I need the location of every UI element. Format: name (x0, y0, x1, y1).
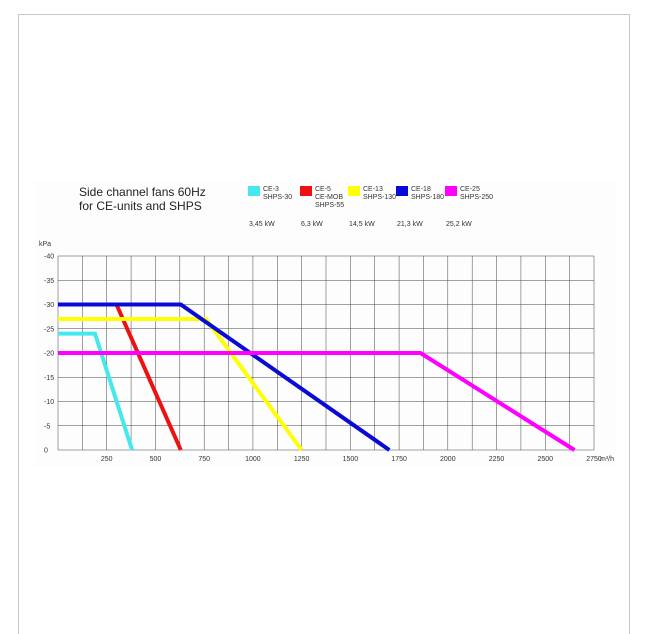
legend-label: CE-18 (411, 186, 431, 193)
x-tick-label: 1000 (245, 456, 261, 463)
y-tick-label: -25 (44, 326, 54, 333)
y-tick-label: 0 (44, 448, 48, 455)
x-tick-label: 2750 (586, 456, 602, 463)
legend-label: CE-5 (315, 186, 331, 193)
chart-panel: Side channel fans 60Hz for CE-units and … (35, 180, 615, 468)
legend-label: SHPS-55 (315, 202, 344, 209)
legend-label: CE-3 (263, 186, 279, 193)
legend-swatch (348, 186, 360, 196)
legend-label: CE-13 (363, 186, 383, 193)
legend-power-label: 25,2 kW (446, 221, 472, 228)
x-tick-label: 1250 (294, 456, 310, 463)
legend-label: SHPS-180 (411, 194, 444, 201)
x-tick-label: 2000 (440, 456, 456, 463)
y-tick-label: -5 (44, 423, 50, 430)
y-tick-label: -40 (44, 254, 54, 261)
legend-label: SHPS-250 (460, 194, 493, 201)
page-frame (18, 14, 630, 634)
legend-power-label: 6,3 kW (301, 221, 323, 228)
pressure-flow-chart: Side channel fans 60Hz for CE-units and … (39, 185, 614, 464)
x-tick-label: 250 (101, 456, 113, 463)
axis-ticks: -40 -35 -30 -25 -20 -15 -10 -5 0 250 500 750 1000 125… (44, 254, 602, 464)
series-line (58, 302, 391, 452)
y-tick-label: -20 (44, 351, 54, 358)
x-tick-label: 1500 (343, 456, 359, 463)
legend-power-label: 14,5 kW (349, 221, 375, 228)
legend-swatch (445, 186, 457, 196)
legend-power-label: 3,45 kW (249, 221, 275, 228)
x-tick-label: 2250 (489, 456, 505, 463)
series-line (58, 351, 576, 452)
legend-label: SHPS-30 (263, 194, 292, 201)
legend-swatch (300, 186, 312, 196)
legend-swatch (396, 186, 408, 196)
series-lines (58, 302, 576, 452)
y-axis-unit-label: kPa (39, 241, 51, 248)
series-line (58, 331, 134, 451)
legend-label: CE-25 (460, 186, 480, 193)
y-tick-label: -35 (44, 278, 54, 285)
chart-title-line-1: Side channel fans 60Hz (79, 185, 206, 199)
series-line (114, 303, 183, 451)
chart-title-line-2: for CE-units and SHPS (79, 199, 202, 213)
legend-swatch (248, 186, 260, 196)
x-axis-unit-label: m³/h (600, 456, 614, 463)
legend-label: CE-MOB (315, 194, 343, 201)
legend-label: SHPS-130 (363, 194, 396, 201)
y-tick-label: -30 (44, 302, 54, 309)
y-tick-label: -15 (44, 375, 54, 382)
x-tick-label: 750 (198, 456, 210, 463)
x-tick-label: 1750 (391, 456, 407, 463)
x-tick-label: 2500 (537, 456, 553, 463)
legend-power-label: 21,3 kW (397, 221, 423, 228)
x-tick-label: 500 (150, 456, 162, 463)
series-line (58, 317, 304, 452)
y-tick-label: -10 (44, 399, 54, 406)
